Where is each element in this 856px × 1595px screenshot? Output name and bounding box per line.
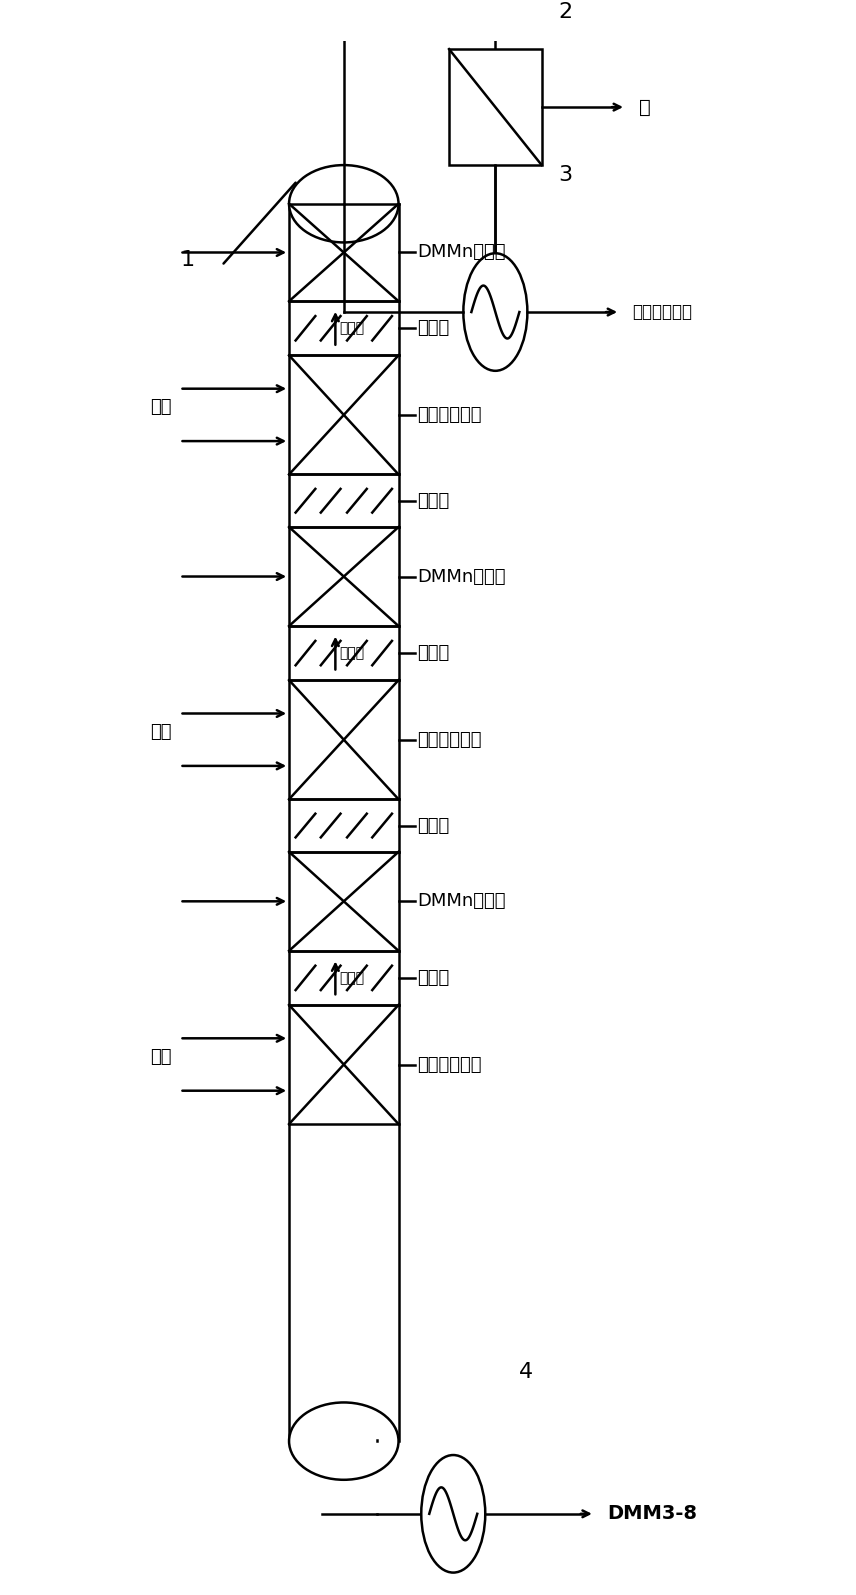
Ellipse shape <box>289 166 399 242</box>
Text: 甲缩醛: 甲缩醛 <box>340 646 365 660</box>
Circle shape <box>421 1455 485 1573</box>
Text: 1: 1 <box>181 250 195 270</box>
Text: 分离段: 分离段 <box>417 491 449 510</box>
Text: 甲醇: 甲醇 <box>150 1048 171 1065</box>
Text: 水: 水 <box>639 97 651 116</box>
Text: 分离段: 分离段 <box>417 817 449 834</box>
Text: 甲缩醉反应段: 甲缩醉反应段 <box>417 731 482 748</box>
Text: 甲醇: 甲醇 <box>150 399 171 416</box>
Text: 甲醇: 甲醇 <box>150 723 171 740</box>
Ellipse shape <box>289 1402 399 1480</box>
Text: DMM3-8: DMM3-8 <box>608 1504 698 1523</box>
Text: 分离段: 分离段 <box>417 968 449 987</box>
Text: 甲缩醛＋甲醇: 甲缩醛＋甲醇 <box>633 303 693 321</box>
Bar <box>449 49 542 166</box>
Text: DMMn反应段: DMMn反应段 <box>417 244 506 262</box>
Text: 分离段: 分离段 <box>417 644 449 662</box>
Text: 分离段: 分离段 <box>417 319 449 337</box>
Text: 甲缩醛: 甲缩醛 <box>340 971 365 984</box>
Text: 甲缩醉反应段: 甲缩醉反应段 <box>417 405 482 424</box>
Text: 3: 3 <box>558 164 573 185</box>
Text: DMMn反应段: DMMn反应段 <box>417 892 506 911</box>
Text: 4: 4 <box>519 1362 533 1381</box>
Text: 甲缩醉反应段: 甲缩醉反应段 <box>417 1056 482 1073</box>
Text: 甲缩醛: 甲缩醛 <box>340 321 365 335</box>
Text: DMMn反应段: DMMn反应段 <box>417 568 506 585</box>
Circle shape <box>463 254 527 370</box>
Text: 2: 2 <box>558 2 573 22</box>
